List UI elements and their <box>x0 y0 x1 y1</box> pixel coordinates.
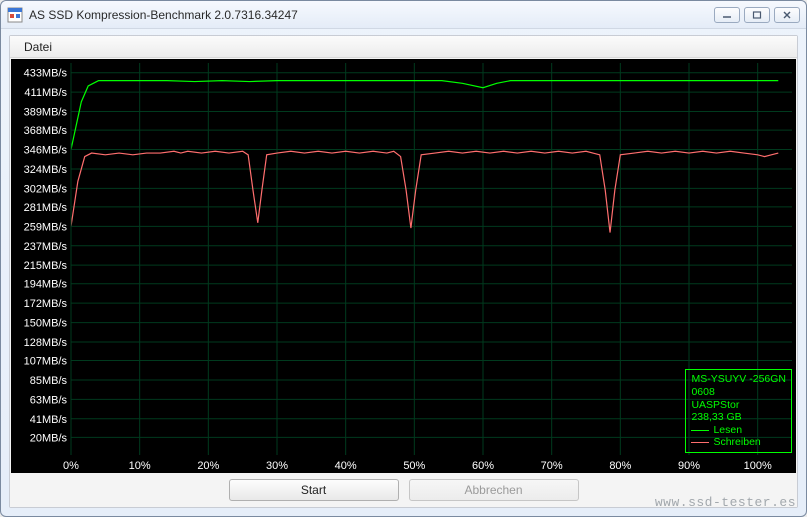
window-controls <box>714 7 800 23</box>
legend-write: Schreiben <box>691 436 786 449</box>
chart-area: 20MB/s 41MB/s 63MB/s 85MB/s 107MB/s 128MB/s 15… <box>11 59 796 473</box>
close-button[interactable] <box>774 7 800 23</box>
svg-text:302MB/s: 302MB/s <box>24 183 68 195</box>
svg-text:50%: 50% <box>403 460 425 472</box>
svg-text:389MB/s: 389MB/s <box>24 107 68 119</box>
titlebar[interactable]: AS SSD Kompression-Benchmark 2.0.7316.34… <box>1 1 806 29</box>
svg-text:215MB/s: 215MB/s <box>24 260 68 272</box>
legend-write-swatch <box>691 442 709 443</box>
svg-text:41MB/s: 41MB/s <box>30 414 68 426</box>
menu-file[interactable]: Datei <box>16 38 60 56</box>
legend-read-label: Lesen <box>713 424 742 437</box>
svg-text:433MB/s: 433MB/s <box>24 68 68 80</box>
abort-button[interactable]: Abbrechen <box>409 479 579 501</box>
menubar: Datei <box>10 36 797 58</box>
app-icon <box>7 7 23 23</box>
legend-capacity: 238,33 GB <box>691 411 786 424</box>
minimize-button[interactable] <box>714 7 740 23</box>
svg-text:20%: 20% <box>197 460 219 472</box>
svg-text:237MB/s: 237MB/s <box>24 241 68 253</box>
svg-text:194MB/s: 194MB/s <box>24 279 68 291</box>
maximize-button[interactable] <box>744 7 770 23</box>
svg-text:281MB/s: 281MB/s <box>24 202 68 214</box>
svg-text:80%: 80% <box>609 460 631 472</box>
svg-text:10%: 10% <box>129 460 151 472</box>
svg-text:411MB/s: 411MB/s <box>24 87 67 99</box>
window-title: AS SSD Kompression-Benchmark 2.0.7316.34… <box>29 8 714 22</box>
legend-controller: UASPStor <box>691 399 786 412</box>
svg-text:60%: 60% <box>472 460 494 472</box>
start-button[interactable]: Start <box>229 479 399 501</box>
svg-text:70%: 70% <box>541 460 563 472</box>
svg-text:324MB/s: 324MB/s <box>24 164 68 176</box>
legend-box: MS-YSUYV -256GN 0608 UASPStor 238,33 GB … <box>685 369 792 453</box>
legend-read-swatch <box>691 430 709 431</box>
svg-text:259MB/s: 259MB/s <box>24 221 68 233</box>
svg-text:90%: 90% <box>678 460 700 472</box>
svg-text:172MB/s: 172MB/s <box>24 298 68 310</box>
svg-text:107MB/s: 107MB/s <box>24 356 68 368</box>
svg-text:150MB/s: 150MB/s <box>24 318 68 330</box>
svg-text:346MB/s: 346MB/s <box>24 145 68 157</box>
svg-text:40%: 40% <box>335 460 357 472</box>
svg-text:128MB/s: 128MB/s <box>24 337 68 349</box>
legend-firmware: 0608 <box>691 386 786 399</box>
svg-text:85MB/s: 85MB/s <box>30 375 68 387</box>
svg-text:30%: 30% <box>266 460 288 472</box>
svg-text:368MB/s: 368MB/s <box>24 125 68 137</box>
svg-text:0%: 0% <box>63 460 79 472</box>
app-window: AS SSD Kompression-Benchmark 2.0.7316.34… <box>0 0 807 517</box>
svg-text:63MB/s: 63MB/s <box>30 394 68 406</box>
chart-svg: 20MB/s 41MB/s 63MB/s 85MB/s 107MB/s 128MB/s 15… <box>11 59 796 473</box>
client-area: Datei 20MB/s 41MB/s 63MB/s 85MB/s 107MB/s 128… <box>9 35 798 508</box>
svg-text:100%: 100% <box>744 460 772 472</box>
abort-button-label: Abbrechen <box>464 483 522 497</box>
legend-device: MS-YSUYV -256GN <box>691 373 786 386</box>
legend-write-label: Schreiben <box>713 436 760 449</box>
svg-text:20MB/s: 20MB/s <box>30 432 68 444</box>
legend-read: Lesen <box>691 424 786 437</box>
button-bar: Start Abbrechen <box>10 473 797 507</box>
start-button-label: Start <box>301 483 326 497</box>
